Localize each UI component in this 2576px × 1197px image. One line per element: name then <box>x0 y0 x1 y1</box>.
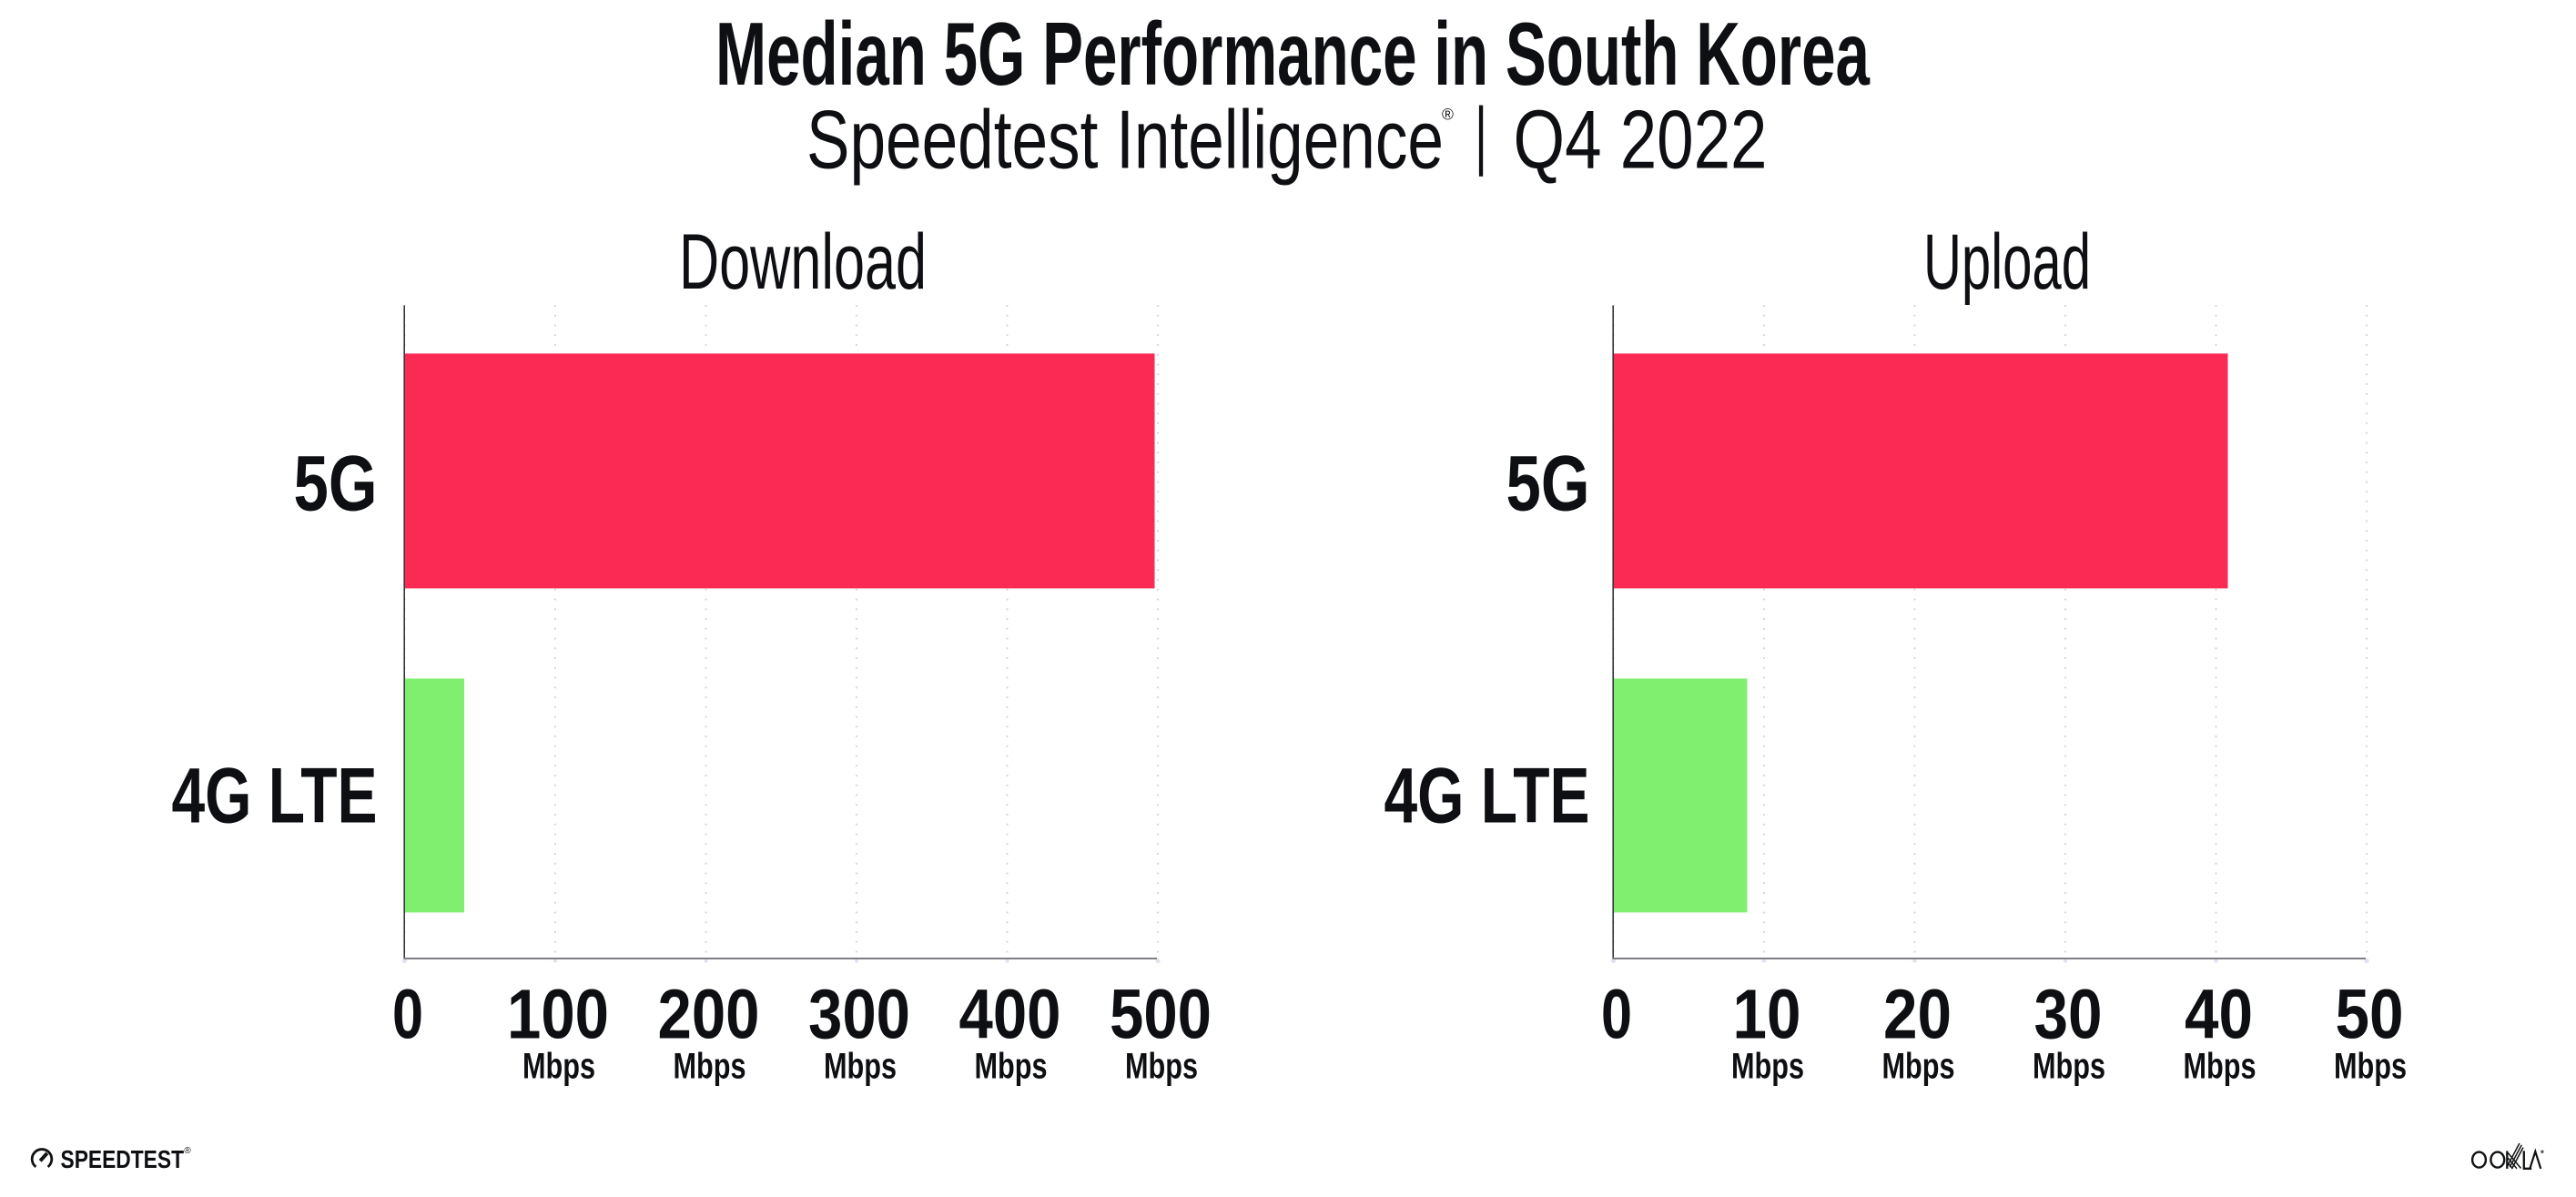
svg-text:Mbps: Mbps <box>2184 1047 2257 1087</box>
svg-text:Mbps: Mbps <box>2334 1047 2407 1087</box>
svg-text:Mbps: Mbps <box>1731 1047 1804 1087</box>
svg-text:40: 40 <box>2185 976 2253 1054</box>
svg-text:0: 0 <box>392 976 423 1054</box>
svg-text:0: 0 <box>1601 976 1632 1054</box>
svg-text:Speedtest Intelligence: Speedtest Intelligence <box>806 95 1444 187</box>
svg-text:Upload: Upload <box>1923 218 2091 306</box>
svg-text:30: 30 <box>2034 976 2103 1054</box>
svg-text:5G: 5G <box>294 441 378 528</box>
svg-text:500: 500 <box>1110 976 1212 1054</box>
svg-text:®: ® <box>184 1146 191 1156</box>
svg-text:20: 20 <box>1883 976 1952 1054</box>
svg-text:400: 400 <box>959 976 1061 1054</box>
svg-text:Mbps: Mbps <box>2033 1047 2105 1087</box>
svg-text:10: 10 <box>1733 976 1801 1054</box>
svg-text:SPEEDTEST: SPEEDTEST <box>61 1145 185 1173</box>
svg-text:Mbps: Mbps <box>1125 1047 1198 1087</box>
svg-text:®: ® <box>1442 106 1454 124</box>
svg-text:Mbps: Mbps <box>522 1047 595 1087</box>
svg-text:Mbps: Mbps <box>824 1047 897 1087</box>
svg-text:4G LTE: 4G LTE <box>172 753 378 840</box>
svg-text:Mbps: Mbps <box>975 1047 1048 1087</box>
svg-text:50: 50 <box>2336 976 2404 1054</box>
svg-text:Median 5G Performance in South: Median 5G Performance in South Korea <box>715 4 1871 104</box>
svg-text:Download: Download <box>679 218 927 306</box>
svg-text:Q4 2022: Q4 2022 <box>1514 95 1768 187</box>
svg-text:200: 200 <box>658 976 760 1054</box>
svg-text:Mbps: Mbps <box>1882 1047 1955 1087</box>
svg-text:4G LTE: 4G LTE <box>1384 753 1590 840</box>
svg-text:100: 100 <box>507 976 609 1054</box>
svg-text:Mbps: Mbps <box>674 1047 746 1087</box>
svg-text:5G: 5G <box>1506 441 1590 528</box>
svg-text:300: 300 <box>808 976 910 1054</box>
